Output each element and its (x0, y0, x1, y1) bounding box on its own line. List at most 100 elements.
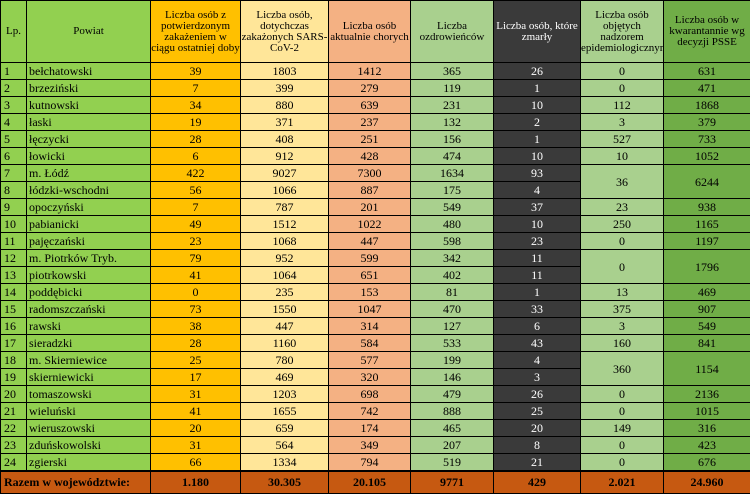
cell-recovered: 231 (411, 97, 494, 114)
cell-lp: 1 (1, 63, 27, 80)
cell-quarantine: 676 (664, 454, 750, 472)
cell-active: 639 (329, 97, 411, 114)
cell-recovered: 474 (411, 148, 494, 165)
cell-lp: 11 (1, 233, 27, 250)
cell-deaths: 33 (494, 301, 581, 318)
cell-new-cases: 31 (151, 386, 241, 403)
cell-recovered: 127 (411, 318, 494, 335)
cell-deaths: 25 (494, 403, 581, 420)
cell-total-infected: 787 (241, 199, 329, 216)
cell-total-infected: 659 (241, 420, 329, 437)
header-total-infected: Liczba osób, dotychczas zakażonych SARS-… (241, 1, 329, 63)
cell-quarantine: 471 (664, 80, 750, 97)
cell-active: 1412 (329, 63, 411, 80)
cell-lp: 2 (1, 80, 27, 97)
cell-recovered: 1634 (411, 165, 494, 182)
cell-powiat: wieluński (27, 403, 151, 420)
cell-lp: 24 (1, 454, 27, 472)
cell-active: 1047 (329, 301, 411, 318)
cell-deaths: 4 (494, 182, 581, 199)
cell-total-infected: 235 (241, 284, 329, 301)
cell-recovered: 119 (411, 80, 494, 97)
cell-supervised: 3 (581, 318, 664, 335)
cell-total-infected: 912 (241, 148, 329, 165)
cell-powiat: sieradzki (27, 335, 151, 352)
cell-recovered: 479 (411, 386, 494, 403)
cell-quarantine: 631 (664, 63, 750, 80)
header-supervised: Liczba osób objętych nadzorem epidemiolo… (581, 1, 664, 63)
cell-supervised: 0 (581, 250, 664, 284)
cell-total-infected: 1066 (241, 182, 329, 199)
cell-powiat: zduńskowolski (27, 437, 151, 454)
cell-quarantine: 423 (664, 437, 750, 454)
cell-recovered: 146 (411, 369, 494, 386)
cell-lp: 16 (1, 318, 27, 335)
cell-lp: 22 (1, 420, 27, 437)
cell-new-cases: 56 (151, 182, 241, 199)
cell-supervised: 0 (581, 403, 664, 420)
cell-active: 1022 (329, 216, 411, 233)
cell-powiat: wieruszowski (27, 420, 151, 437)
header-row: Lp. Powiat Liczba osób z potwierdzonym z… (1, 1, 750, 63)
cell-quarantine: 549 (664, 318, 750, 335)
cell-supervised: 10 (581, 148, 664, 165)
cell-lp: 20 (1, 386, 27, 403)
cell-total-infected: 1655 (241, 403, 329, 420)
cell-deaths: 1 (494, 80, 581, 97)
cell-powiat: łowicki (27, 148, 151, 165)
cell-deaths: 8 (494, 437, 581, 454)
cell-active: 698 (329, 386, 411, 403)
totals-active: 20.105 (329, 471, 411, 494)
cell-quarantine: 316 (664, 420, 750, 437)
header-new-cases: Liczba osób z potwierdzonym zakażeniem w… (151, 1, 241, 63)
cell-powiat: rawski (27, 318, 151, 335)
cell-active: 794 (329, 454, 411, 472)
cell-new-cases: 41 (151, 267, 241, 284)
cell-supervised: 3 (581, 114, 664, 131)
cell-lp: 3 (1, 97, 27, 114)
cell-supervised: 0 (581, 63, 664, 80)
cell-deaths: 11 (494, 250, 581, 267)
cell-powiat: piotrkowski (27, 267, 151, 284)
cell-deaths: 23 (494, 233, 581, 250)
cell-lp: 12 (1, 250, 27, 267)
cell-supervised: 149 (581, 420, 664, 437)
cell-total-infected: 564 (241, 437, 329, 454)
cell-supervised: 0 (581, 386, 664, 403)
cell-total-infected: 469 (241, 369, 329, 386)
cell-quarantine: 1165 (664, 216, 750, 233)
cell-quarantine: 379 (664, 114, 750, 131)
cell-powiat: opoczyński (27, 199, 151, 216)
cell-total-infected: 1064 (241, 267, 329, 284)
cell-total-infected: 880 (241, 97, 329, 114)
cell-quarantine: 733 (664, 131, 750, 148)
cell-powiat: zgierski (27, 454, 151, 472)
cell-powiat: łódzki-wschodni (27, 182, 151, 199)
cell-deaths: 1 (494, 284, 581, 301)
cell-active: 428 (329, 148, 411, 165)
cell-deaths: 93 (494, 165, 581, 182)
cell-recovered: 465 (411, 420, 494, 437)
cell-powiat: poddębicki (27, 284, 151, 301)
cell-total-infected: 9027 (241, 165, 329, 182)
cell-total-infected: 399 (241, 80, 329, 97)
cell-new-cases: 7 (151, 80, 241, 97)
cell-deaths: 1 (494, 131, 581, 148)
totals-row: Razem w województwie: 1.180 30.305 20.10… (1, 471, 750, 494)
cell-lp: 23 (1, 437, 27, 454)
cell-new-cases: 28 (151, 335, 241, 352)
cell-quarantine: 1197 (664, 233, 750, 250)
cell-powiat: m. Piotrków Tryb. (27, 250, 151, 267)
cell-powiat: m. Skierniewice (27, 352, 151, 369)
cell-active: 237 (329, 114, 411, 131)
cell-supervised: 23 (581, 199, 664, 216)
